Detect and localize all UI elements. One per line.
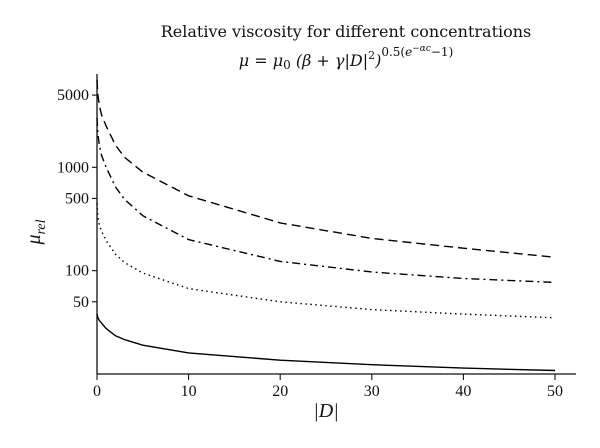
x-axis-label: |D|	[313, 400, 338, 422]
x-tick-label: 40	[455, 383, 471, 400]
x-tick-label: 50	[547, 383, 563, 400]
y-axis-label: μrel	[23, 219, 49, 245]
y-axis-ticks: 50 100 500 1000 5000	[57, 87, 97, 311]
y-tick-label: 5000	[57, 87, 89, 104]
series-line-dotted	[96, 203, 556, 319]
series-line-dashed	[96, 79, 556, 258]
chart-formula: μ = μ0 (β + γ|D|2)0.5(e−αc−1)	[239, 44, 454, 72]
y-tick-label: 100	[65, 263, 89, 280]
series-line-solid	[96, 313, 556, 372]
y-tick-label: 500	[65, 190, 89, 207]
series-line-dashdot	[96, 117, 556, 284]
series-lines	[96, 79, 556, 372]
y-tick-label: 1000	[57, 159, 89, 176]
plot-area: 0 10 20 30 40 50 50 100 500 1000 5000	[57, 74, 576, 400]
chart-title: Relative viscosity for different concent…	[161, 22, 532, 41]
x-tick-label: 0	[93, 383, 101, 400]
y-tick-label: 50	[73, 294, 89, 311]
x-axis-ticks: 0 10 20 30 40 50	[93, 374, 563, 400]
x-tick-label: 20	[272, 383, 288, 400]
x-tick-label: 10	[181, 383, 197, 400]
x-tick-label: 30	[364, 383, 380, 400]
